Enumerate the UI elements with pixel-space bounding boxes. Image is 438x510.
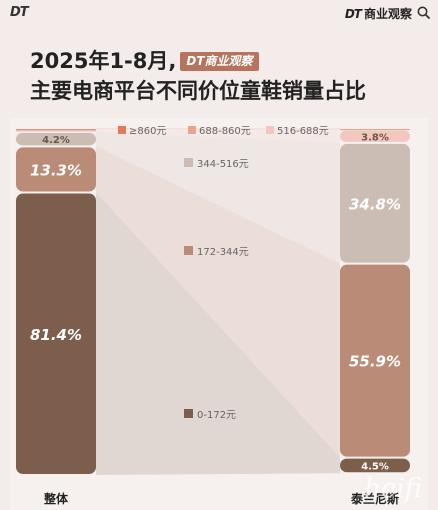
- legend-label: ≥860元: [129, 126, 166, 137]
- data-label: 55.9%: [349, 353, 401, 371]
- bar-segment: [340, 264, 410, 457]
- chart-title-line1-row: 2025年1-8月, DT商业观察: [30, 46, 366, 76]
- legend-label: 688-860元: [199, 126, 251, 137]
- watermark: heifi: [364, 474, 422, 504]
- legend-label: 0-172元: [197, 410, 236, 421]
- data-label: 4.5%: [361, 461, 389, 472]
- bar-segment: [16, 147, 96, 192]
- connector-band: [96, 129, 340, 143]
- legend-label: 172-344元: [197, 247, 249, 258]
- bar-segment: [340, 130, 410, 142]
- connector-band: [96, 131, 340, 264]
- connector-band: [96, 128, 340, 130]
- connector-band: [96, 146, 340, 458]
- category-label: 泰兰尼斯: [350, 491, 399, 506]
- brand-right-text: 商业观察: [363, 7, 412, 21]
- bar-segment: [340, 129, 410, 131]
- data-label: 4.2%: [42, 135, 70, 146]
- bar-segment: [16, 129, 96, 131]
- legend-label: 516-688元: [277, 126, 329, 137]
- data-label: 13.3%: [30, 161, 82, 179]
- chart-title-line2: 主要电商平台不同价位童鞋销量占比: [30, 79, 366, 103]
- top-bar: DT DT 商业观察: [0, 0, 438, 26]
- connector-band: [96, 192, 340, 475]
- data-label: 81.4%: [30, 326, 82, 344]
- bar-segment: [16, 193, 96, 474]
- title-badge: DT商业观察: [180, 52, 259, 71]
- chart-title-line1: 2025年1-8月,: [30, 49, 177, 73]
- brand-logo-left: DT: [10, 5, 29, 20]
- data-label: 3.8%: [361, 132, 389, 143]
- data-label: 34.8%: [349, 195, 401, 213]
- legend-swatch: [188, 126, 196, 134]
- bar-segment: [16, 130, 96, 132]
- category-label: 整体: [43, 491, 69, 506]
- brand-right-dt: DT: [344, 7, 362, 21]
- search-icon[interactable]: [417, 6, 430, 19]
- legend-swatch: [184, 409, 193, 418]
- stacked-bar-chart: 4.2% 13.3% 81.4% 3.8% 34.8% 55.9% 4.5% ≥860元 688…: [16, 126, 410, 506]
- chart-title: 2025年1-8月, DT商业观察 主要电商平台不同价位童鞋销量占比: [30, 46, 366, 106]
- bar-segment: [340, 458, 410, 473]
- chart-panel: 4.2% 13.3% 81.4% 3.8% 34.8% 55.9% 4.5% ≥860元 688…: [10, 118, 428, 510]
- brand-logo-right: DT 商业观察: [345, 5, 412, 22]
- bar-segment: [340, 143, 410, 263]
- legend-swatch: [184, 246, 193, 255]
- legend-swatch: [266, 126, 274, 134]
- bar-segment: [16, 132, 96, 146]
- legend-swatch: [118, 126, 126, 134]
- legend-swatch: [184, 158, 193, 167]
- legend-label: 344-516元: [197, 159, 249, 170]
